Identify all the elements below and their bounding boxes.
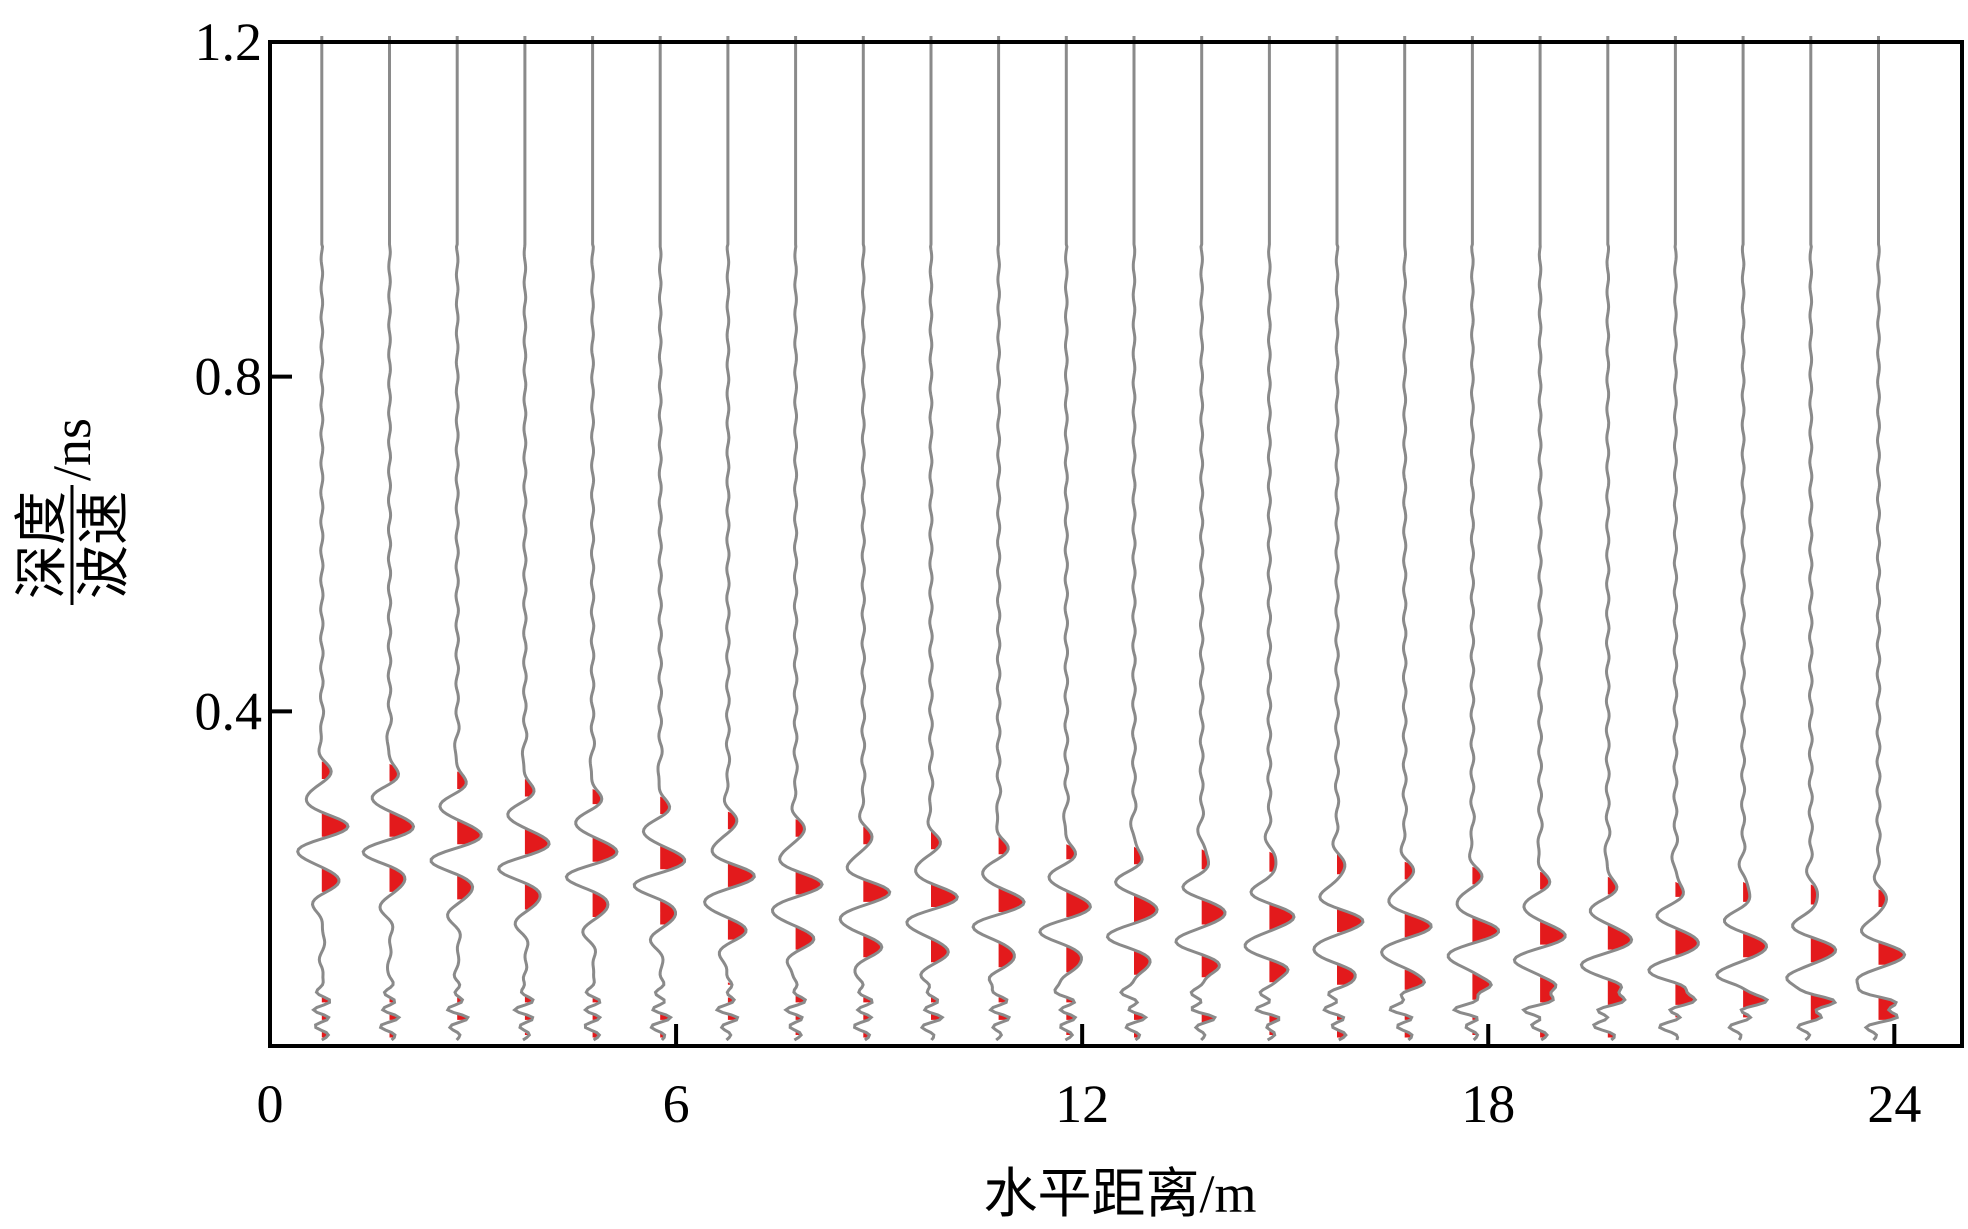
y-axis-title-unit: /ns [42,418,102,481]
trace-line [1380,36,1433,1042]
y-tick-label: 1.2 [195,12,263,72]
trace-line [838,36,892,1042]
trace-peak-fill [321,997,330,1003]
trace-peak-fill [660,899,676,925]
trace-peak-fill [1540,922,1566,945]
trace-peak-fill [1066,844,1076,860]
trace-peak-fill [931,831,941,850]
trace-peak-fill [1675,881,1684,897]
trace-line [703,36,756,1042]
trace-peak-fill [389,811,414,837]
trace-peak-fill [998,836,1009,855]
trace-peak-fill [457,771,467,789]
trace-peak-fill [1675,982,1696,1005]
trace-peak-fill [1134,846,1143,865]
trace-peak-fill [321,811,348,837]
trace-peak-fill [931,884,958,907]
trace-peak-fill [660,844,685,870]
trace-line [632,36,687,1042]
trace-line [1579,36,1634,1042]
x-axis-title: 水平距离/m [983,1164,1256,1224]
trace-peak-fill [998,886,1025,912]
trace-line [497,36,551,1042]
trace-peak-fill [1201,849,1209,870]
trace-peak-fill [998,997,1007,1003]
trace-line [1312,36,1365,1042]
ticks-layer [270,40,1897,1046]
y-tick-label: 0.8 [195,347,263,407]
trace-peak-fill [863,879,890,902]
trace-line [429,36,483,1041]
trace-line [564,36,619,1042]
trace-line [1855,36,1907,1041]
trace-peak-fill [592,836,617,862]
trace-peak-fill [1743,881,1750,902]
x-tick-label: 6 [663,1074,690,1134]
trace-peak-fill [931,997,938,1003]
trace-peak-fill [592,789,602,805]
trace-line [1512,36,1567,1042]
traces-layer [296,36,1907,1042]
y-axis-title-numerator: 深度 [12,491,72,599]
trace-line [971,36,1026,1042]
trace-line [1038,36,1093,1042]
x-tick-label: 24 [1867,1074,1921,1134]
trace-line [1785,36,1838,1042]
trace-line [1647,36,1700,1041]
trace-line [1105,36,1159,1042]
trace-line [361,36,416,1042]
trace-peak-fill [524,779,534,797]
trace-line [905,36,959,1041]
y-axis-title: 深度 波速 /ns [12,418,134,605]
y-tick-label: 0.4 [195,681,263,741]
trace-peak-fill [1472,972,1492,1000]
trace-peak-fill [1743,932,1767,958]
trace-line [770,36,824,1042]
trace-peak-fill [457,819,482,845]
trace-line [1715,36,1770,1041]
tick-labels-layer: 0 6 12 18 24 0.4 0.8 1.2 [195,12,1922,1134]
trace-line [1446,36,1501,1042]
trace-line [296,36,350,1042]
trace-peak-fill [863,997,872,1003]
trace-peak-fill [1607,924,1632,950]
trace-peak-fill [1066,891,1091,917]
y-axis-title-denominator: 波速 [74,491,134,599]
plot-frame [268,40,1964,1048]
trace-line [1243,36,1296,1042]
x-tick-label: 12 [1055,1074,1109,1134]
trace-line [1174,36,1227,1042]
x-tick-label: 0 [257,1074,284,1134]
x-tick-label: 18 [1461,1074,1515,1134]
